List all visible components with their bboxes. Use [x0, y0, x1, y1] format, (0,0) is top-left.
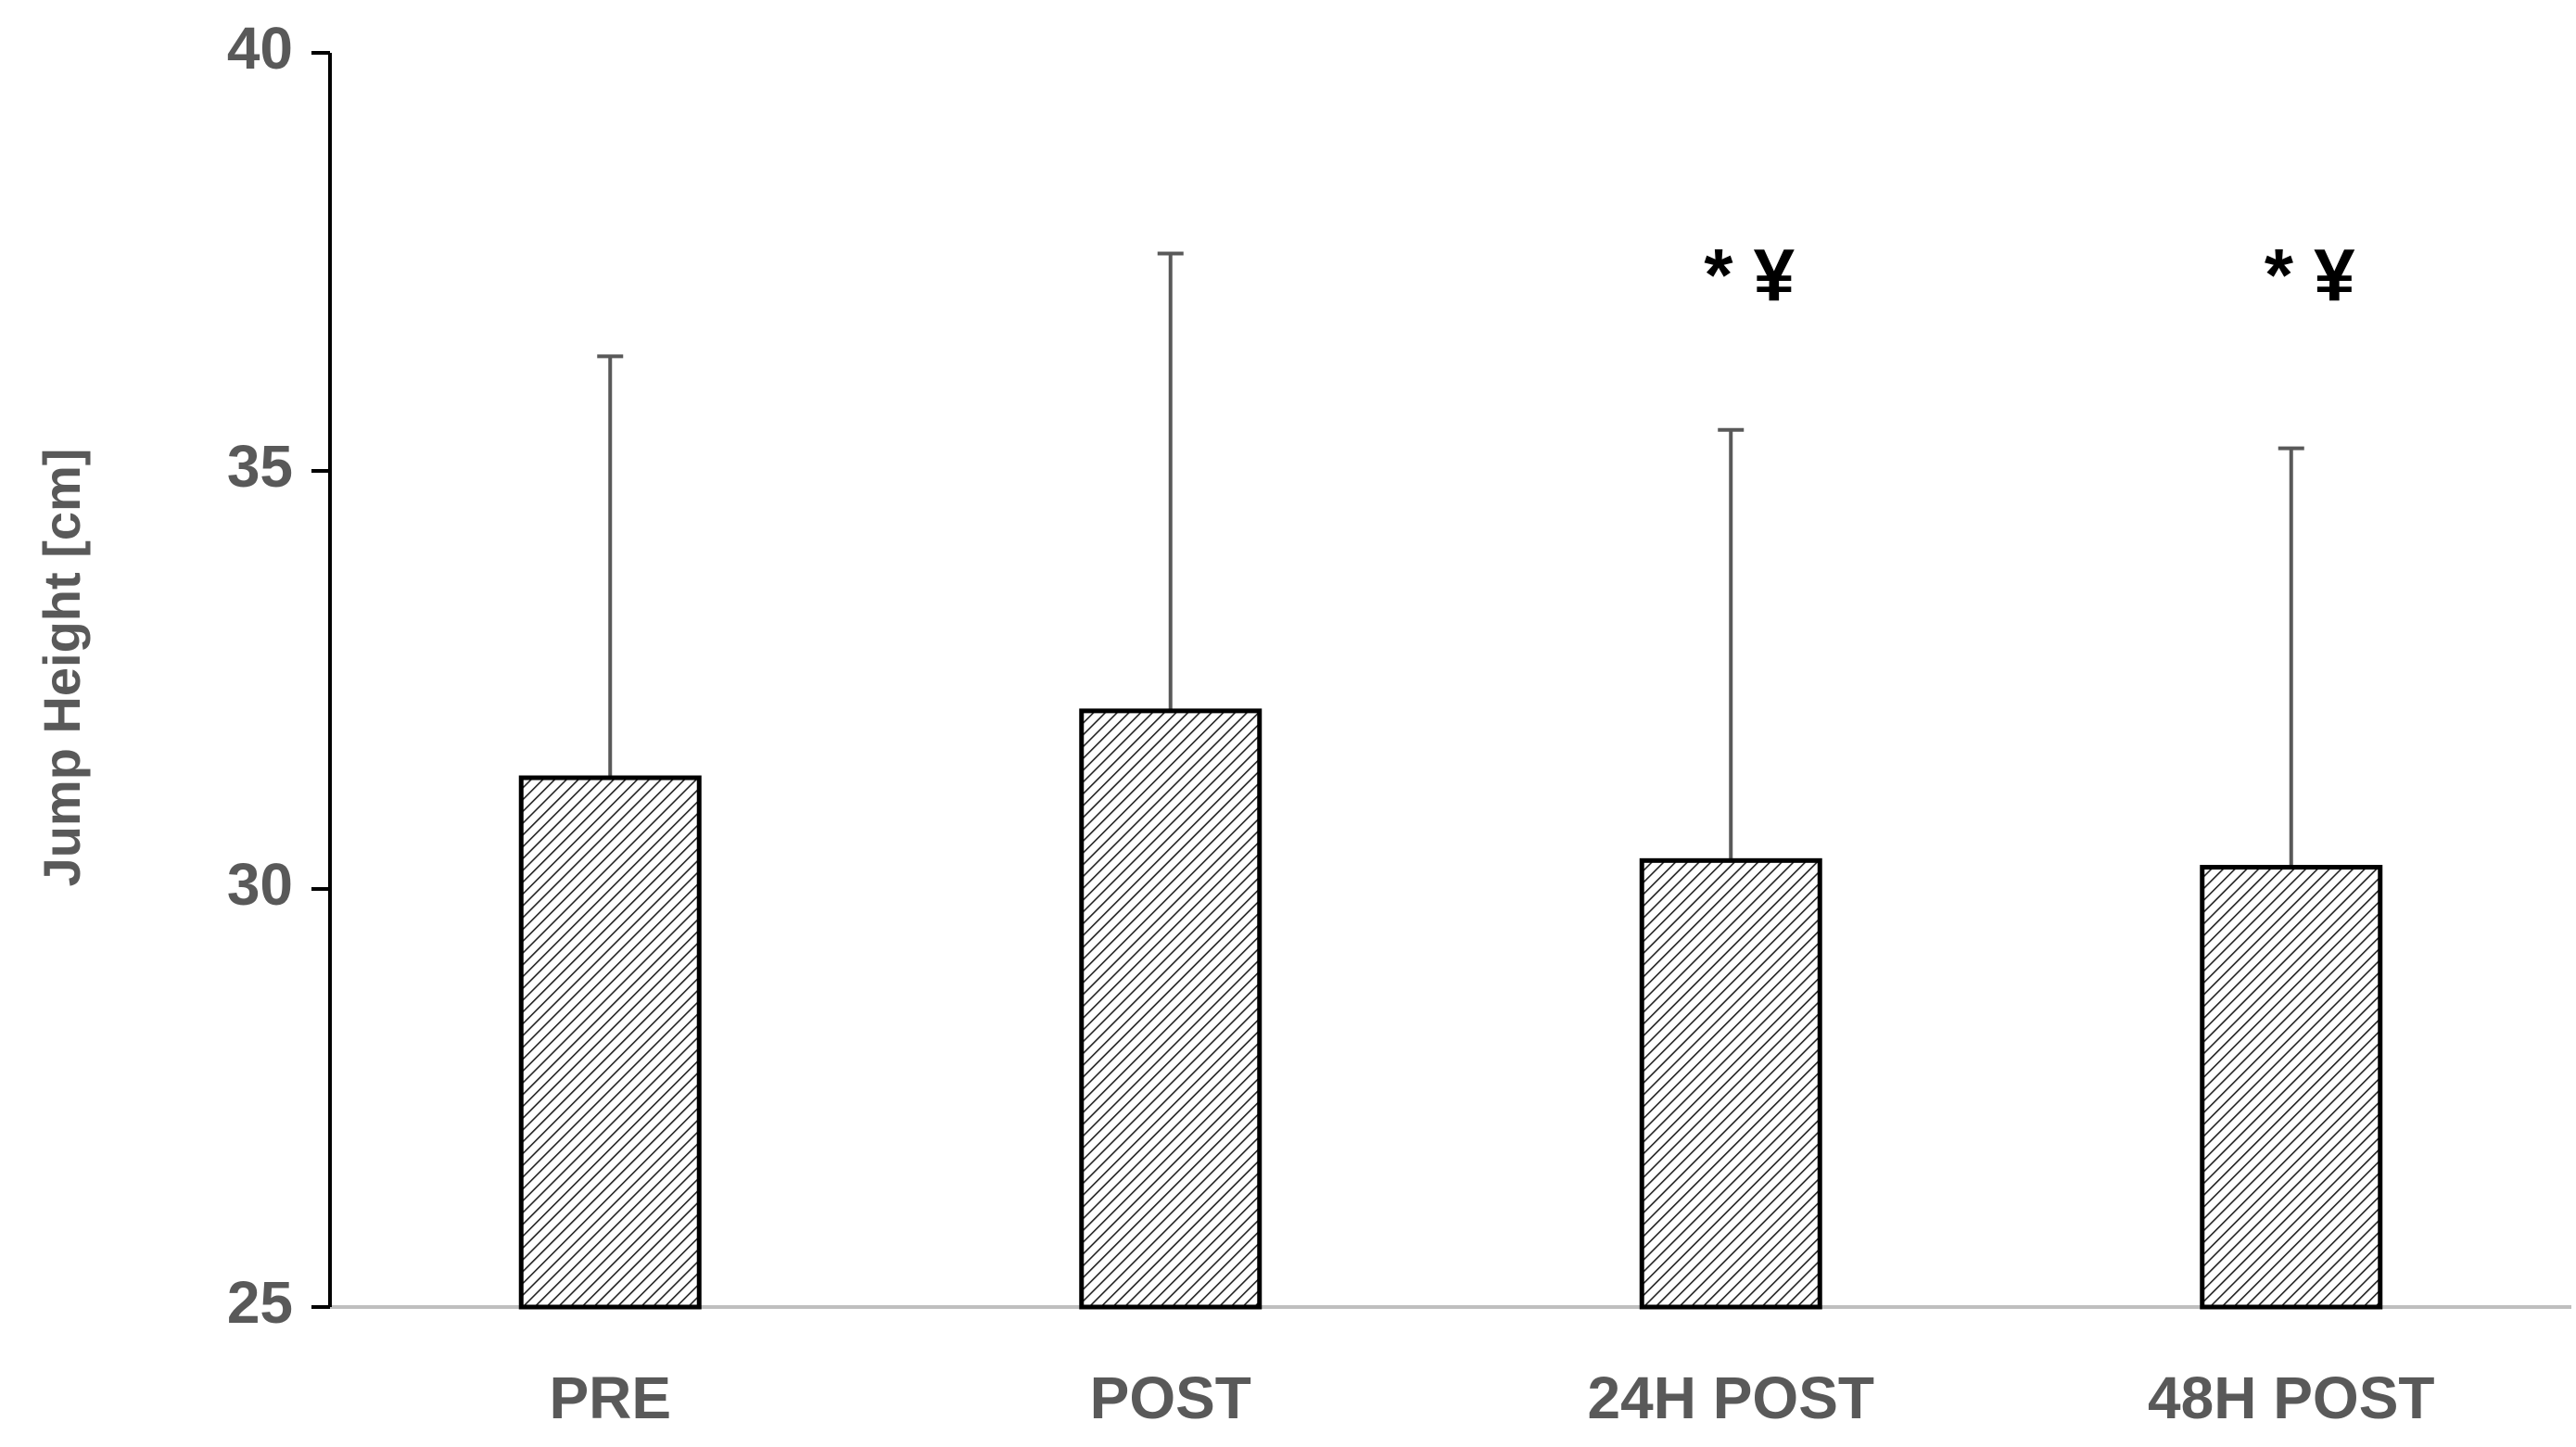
y-tick-label: 40: [227, 15, 293, 82]
x-tick-label: 24H POST: [1588, 1364, 1874, 1431]
y-tick-label: 35: [227, 433, 293, 500]
y-tick-label: 30: [227, 851, 293, 918]
x-tick-label: 48H POST: [2148, 1364, 2434, 1431]
annotation: * ¥: [2265, 234, 2355, 316]
y-axis-label: Jump Height [cm]: [32, 449, 91, 887]
y-tick-label: 25: [227, 1269, 293, 1336]
x-tick-label: PRE: [549, 1364, 671, 1431]
x-tick-label: POST: [1090, 1364, 1251, 1431]
bar: [1639, 857, 1822, 1310]
bar: [1079, 708, 1263, 1310]
annotation: * ¥: [1704, 234, 1795, 316]
bar: [2200, 865, 2383, 1310]
bar: [518, 775, 702, 1310]
